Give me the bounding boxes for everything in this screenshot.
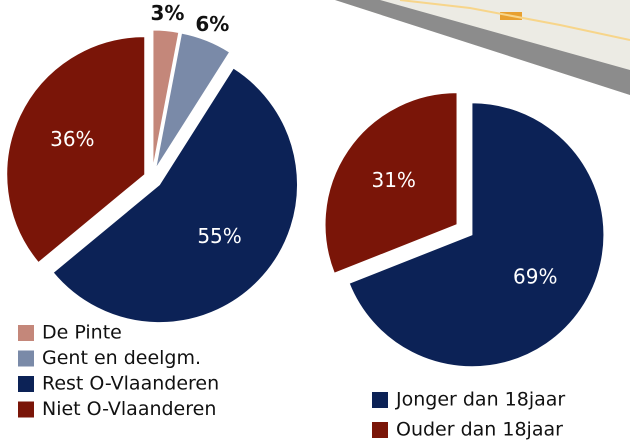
legend-swatch [18,376,34,392]
legend-swatch [18,402,34,418]
legend-label: Niet O-Vlaanderen [42,398,216,420]
legend-swatch [372,392,388,408]
legend-swatch [18,351,34,367]
legend-label: Gent en deelgm. [42,347,201,369]
legend-swatch [18,325,34,341]
data-label: 36% [50,127,94,151]
data-label: 69% [513,264,557,288]
page: 3% De Pinte 6% Gent en deelgm. 55% Rest O-Vla… [0,0,630,440]
data-label: 55% [197,224,241,248]
map-decoration [335,0,630,95]
data-label: 3% [150,1,184,25]
legend-label: Rest O-Vlaanderen [42,373,219,395]
legend-label: De Pinte [42,322,122,344]
data-label: 6% [195,12,229,36]
legend-swatch [372,422,388,438]
legend-label: Jonger dan 18jaar [395,389,565,411]
data-label: 31% [371,168,415,192]
legend-label: Ouder dan 18jaar [396,419,563,440]
